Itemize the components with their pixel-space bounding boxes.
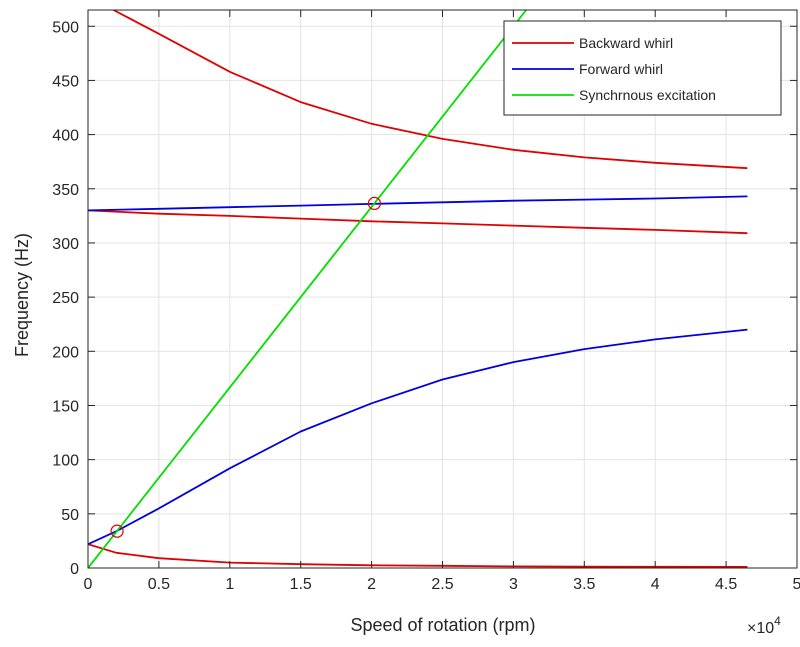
x-tick-label: 5	[793, 576, 800, 593]
axes-layer	[87, 9, 798, 569]
y-tick-label: 150	[52, 398, 79, 415]
intersection-marker-2	[367, 196, 382, 211]
x-tick-label: 4	[651, 576, 660, 593]
y-tick-label: 0	[70, 561, 79, 578]
series-line-2	[88, 209, 748, 235]
y-tick-label: 250	[52, 290, 79, 307]
y-tick-label: 450	[52, 73, 79, 90]
series-layer	[88, 10, 748, 568]
tick-label-layer: 0 0.5 1 1.5 2 2.5 3 3.5 4 4.5 50501001502002503003…	[52, 19, 800, 593]
x-tick-label: 0	[84, 576, 93, 593]
x-tick-label: 3.5	[573, 576, 595, 593]
x-tick-label: 3	[509, 576, 518, 593]
series-line-3	[113, 10, 748, 170]
x-axis-exponent: ×104	[747, 614, 781, 637]
series-group	[88, 10, 748, 568]
x-exponent-power: 4	[774, 614, 781, 628]
x-tick-label: 4.5	[715, 576, 737, 593]
x-axis-title: Speed of rotation (rpm)	[350, 615, 535, 635]
y-tick-label: 200	[52, 344, 79, 361]
x-exponent-base: ×10	[747, 620, 774, 637]
y-axis-title: Frequency (Hz)	[12, 233, 32, 357]
series-line-6	[88, 10, 527, 568]
y-tick-label: 300	[52, 236, 79, 253]
y-tick-label: 500	[52, 19, 79, 36]
y-tick-label: 350	[52, 182, 79, 199]
legend-label: Backward whirl	[579, 35, 673, 51]
x-tick-label: 1	[225, 576, 234, 593]
y-tick-label: 50	[61, 507, 79, 524]
y-tick-label: 100	[52, 453, 79, 470]
series-line-4	[88, 328, 748, 546]
x-tick-label: 1.5	[290, 576, 312, 593]
x-tick-label: 2	[367, 576, 376, 593]
x-tick-label: 0.5	[148, 576, 170, 593]
x-tick-label: 2.5	[431, 576, 453, 593]
legend-label: Synchrnous excitation	[579, 87, 716, 103]
marker-layer	[110, 196, 382, 538]
series-line-5	[88, 195, 748, 212]
y-tick-label: 400	[52, 128, 79, 145]
legend-label: Forward whirl	[579, 61, 663, 77]
intersection-marker-1	[110, 524, 124, 538]
legend-box	[503, 20, 782, 116]
legend: Backward whirl Forward whirl Synchrnous ex…	[503, 20, 782, 116]
